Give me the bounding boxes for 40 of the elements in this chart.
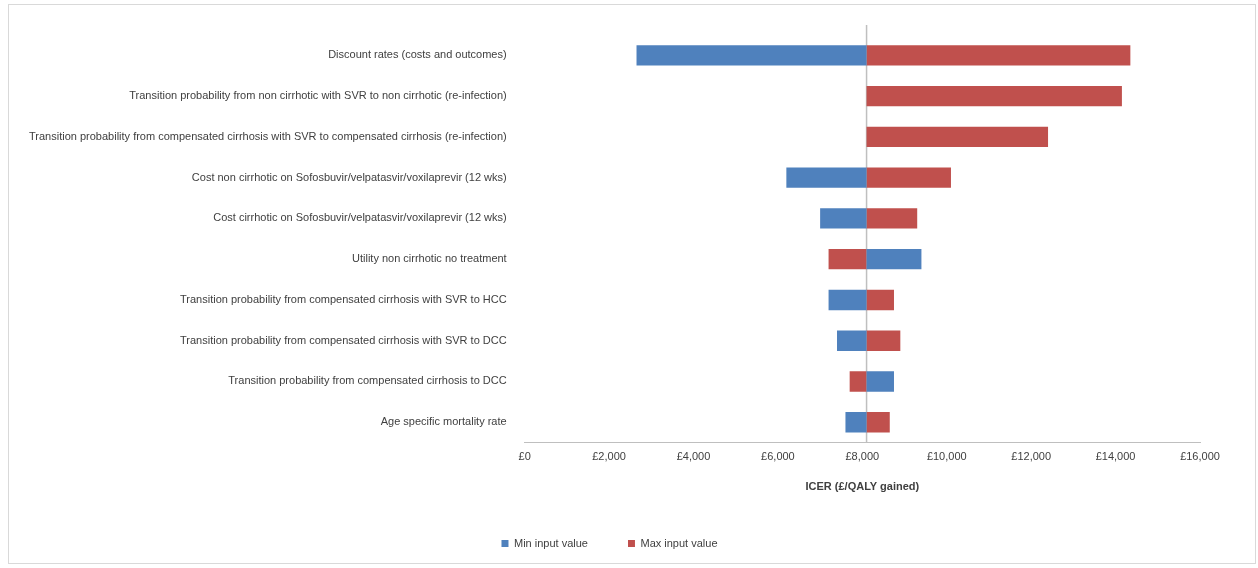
y-tick-label: Age specific mortality rate [380,415,507,428]
x-tick-label: £12,000 [1011,450,1052,463]
bar [866,45,1131,66]
x-tick-label: £0 [518,450,531,463]
x-tick-label: £4,000 [676,450,711,463]
legend-label: Max input value [640,536,718,549]
y-tick-label: Transition probability from compensated cirrhosis to DCC [228,374,507,387]
bar [786,167,867,188]
x-tick-label: £16,000 [1180,450,1220,463]
bar [866,412,890,433]
x-tick-label: £2,000 [592,450,626,463]
x-tick-label: £8,000 [845,450,880,463]
y-tick-label: Utility non cirrhotic no treatment [352,252,507,265]
x-tick-label: £10,000 [926,450,967,463]
legend-label: Min input value [513,536,588,549]
y-tick-label: Transition probability from compensated cirrhosis with SVR to HCC [180,292,507,305]
y-tick-label: Transition probability from compensated cirrhosis with SVR to DCC [180,333,507,346]
y-tick-label: Cost non cirrhotic on Sofosbuvir/velpatasvir/voxilaprevir (12 wks) [191,170,507,183]
x-tick-label: £14,000 [1095,450,1136,463]
bar [866,85,1122,107]
bar [828,248,867,270]
bar [820,208,867,229]
bar [849,371,867,392]
bar [866,248,922,270]
bar [845,412,867,433]
bar [866,167,951,188]
y-tick-label: Transition probability from non cirrhotic with SVR to non cirrhotic (re-infection) [129,89,507,102]
bar [866,208,918,229]
bar [636,45,867,66]
y-tick-label: Transition probability from compensated cirrhosis with SVR to compensated cirrhosis (re-infection) [29,129,507,142]
bar [828,289,867,311]
bar [866,330,901,351]
x-tick-label: £6,000 [761,450,795,463]
bar [837,330,867,351]
bar [866,126,1049,148]
bar [866,371,894,392]
x-axis-title: ICER (£/QALY gained) [805,480,920,493]
bar [866,289,894,311]
y-tick-label: Cost cirrhotic on Sofosbuvir/velpatasvir/voxilaprevir (12 wks) [213,211,507,224]
y-tick-label: Discount rates (costs and outcomes) [328,48,507,61]
